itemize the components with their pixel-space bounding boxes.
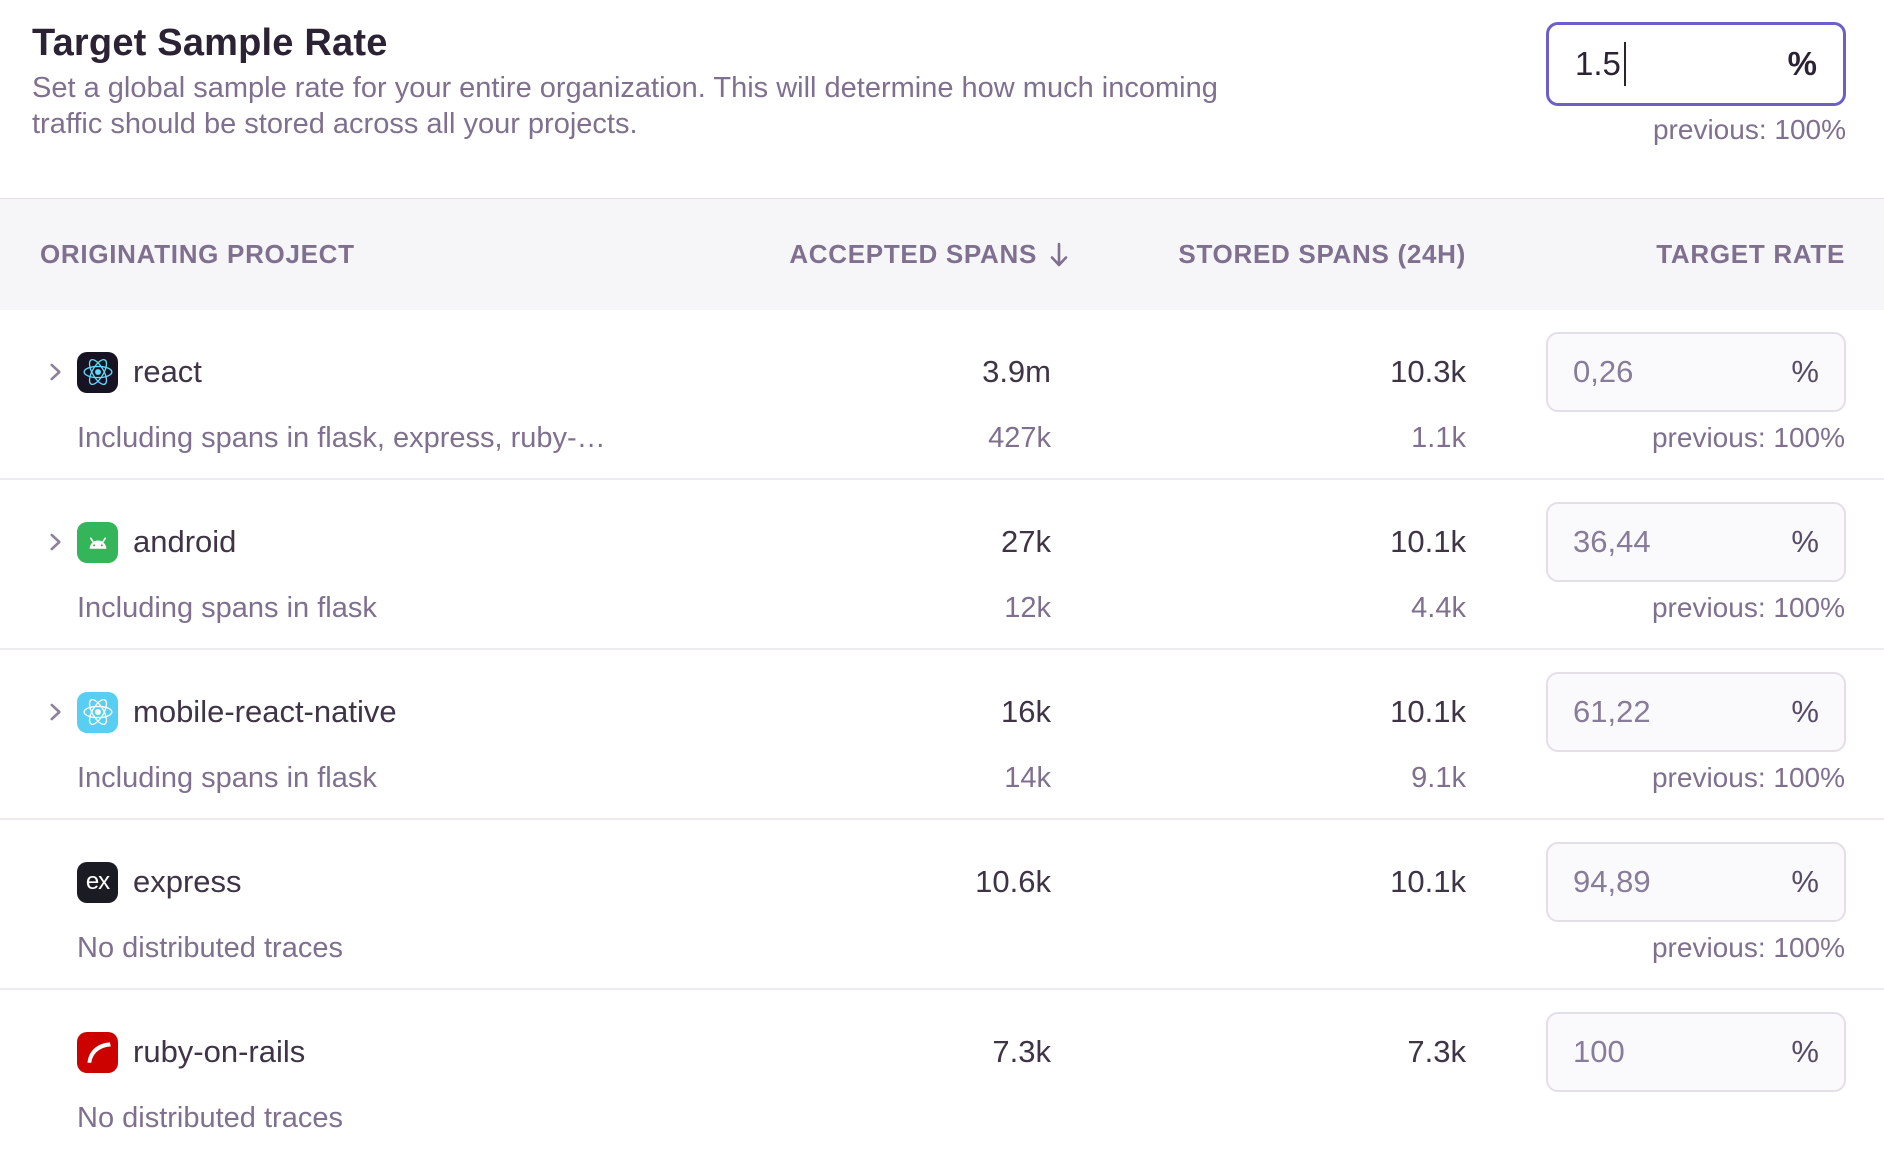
project-name: express [133, 864, 242, 899]
target-rate-input[interactable]: 0,26 % [1546, 332, 1846, 412]
table-header: ORIGINATING PROJECT ACCEPTED SPANS STORE… [0, 198, 1884, 310]
accepted-spans-value: 7.3k [992, 1034, 1051, 1069]
target-rate-cell: 36,44 % [1546, 500, 1884, 584]
project-cell: react [0, 330, 686, 414]
project-cell: ruby-on-rails [0, 1010, 686, 1094]
table-row-express: ex express 10.6k 10.1k 94,89 % No distri… [0, 820, 1884, 990]
table-row-mobile-react-native: mobile-react-native 16k 10.1k 61,22 % In… [0, 650, 1884, 820]
target-rate-input[interactable]: 100 % [1546, 1012, 1846, 1092]
percent-suffix: % [1791, 864, 1819, 899]
col-stored-spans: STORED SPANS (24H) [1178, 239, 1466, 269]
previous-rate-label: previous: 100% [1651, 592, 1845, 623]
project-cell: ex express [0, 840, 686, 924]
stored-spans-value: 10.1k [1390, 864, 1466, 899]
page-description: Set a global sample rate for your entire… [32, 72, 1218, 140]
project-cell: android [0, 500, 686, 584]
sub-accepted-value: 14k [1004, 761, 1051, 794]
target-rate-cell: 94,89 % [1546, 840, 1884, 924]
stored-spans-value: 7.3k [1407, 1034, 1466, 1069]
sub-row-label: No distributed traces [77, 931, 343, 964]
sub-row-label: Including spans in flask [77, 761, 377, 794]
stored-spans-value: 10.3k [1390, 354, 1466, 389]
global-previous-rate-label: previous: 100% [1652, 114, 1846, 145]
previous-rate-label: previous: 100% [1651, 422, 1845, 453]
sub-accepted-value [686, 1094, 1086, 1142]
target-rate-input[interactable]: 94,89 % [1546, 842, 1846, 922]
sub-row-label: Including spans in flask [77, 591, 377, 624]
target-rate-cell: 100 % [1546, 1010, 1884, 1094]
sub-stored-value: 1.1k [1411, 421, 1466, 454]
sub-stored-value: 4.4k [1411, 591, 1466, 624]
project-name: android [133, 524, 237, 559]
accepted-spans-value: 16k [1001, 694, 1051, 729]
global-sample-rate-input[interactable]: 1.5 % [1546, 22, 1846, 106]
table-row-react: react 3.9m 10.3k 0,26 % Including spans … [0, 310, 1884, 480]
target-rate-value: 94,89 [1573, 864, 1651, 899]
text-cursor [1623, 42, 1626, 86]
percent-suffix: % [1791, 524, 1819, 559]
col-accepted-spans-label: ACCEPTED SPANS [789, 239, 1037, 269]
target-rate-value: 61,22 [1573, 694, 1651, 729]
table-row-android: android 27k 10.1k 36,44 % Including span… [0, 480, 1884, 650]
ruby-on-rails-icon [77, 1031, 118, 1073]
target-rate-input[interactable]: 36,44 % [1546, 502, 1846, 582]
sub-accepted-value: 12k [1004, 591, 1051, 624]
global-sample-rate-value: 1.5 [1575, 45, 1621, 82]
target-rate-input[interactable]: 61,22 % [1546, 672, 1846, 752]
sort-desc-arrow-icon [1045, 240, 1073, 270]
expand-chevron-icon[interactable] [42, 359, 68, 385]
percent-suffix: % [1787, 45, 1817, 82]
stored-spans-value: 10.1k [1390, 524, 1466, 559]
col-target-rate: TARGET RATE [1656, 239, 1845, 269]
sub-stored-value: 9.1k [1411, 761, 1466, 794]
accepted-spans-value: 3.9m [982, 354, 1051, 389]
previous-rate-label: previous: 100% [1651, 762, 1845, 793]
previous-rate-label: previous: 100% [1651, 932, 1845, 963]
react-native-icon [77, 691, 118, 733]
target-rate-value: 36,44 [1573, 524, 1651, 559]
expand-chevron-icon[interactable] [42, 529, 68, 555]
target-rate-cell: 0,26 % [1546, 330, 1884, 414]
project-cell: mobile-react-native [0, 670, 686, 754]
project-name: ruby-on-rails [133, 1034, 306, 1069]
sub-stored-value [1086, 1094, 1546, 1142]
sub-stored-value [1086, 924, 1546, 972]
stored-spans-value: 10.1k [1390, 694, 1466, 729]
accepted-spans-value: 27k [1001, 524, 1051, 559]
react-icon [77, 351, 118, 393]
previous-rate-label [1546, 1094, 1884, 1142]
table-row-ruby-on-rails: ruby-on-rails 7.3k 7.3k 100 % No distrib… [0, 990, 1884, 1160]
sub-accepted-value: 427k [988, 421, 1051, 454]
target-sample-rate-section: Target Sample Rate Set a global sample r… [0, 0, 1884, 198]
col-originating-project: ORIGINATING PROJECT [40, 239, 355, 269]
sample-rate-table-body: react 3.9m 10.3k 0,26 % Including spans … [0, 310, 1884, 1160]
target-rate-value: 0,26 [1573, 354, 1634, 389]
project-name: mobile-react-native [133, 694, 397, 729]
percent-suffix: % [1791, 354, 1819, 389]
expand-chevron-icon[interactable] [42, 699, 68, 725]
percent-suffix: % [1791, 1034, 1819, 1069]
sub-row-label: No distributed traces [77, 1101, 343, 1134]
target-rate-cell: 61,22 % [1546, 670, 1884, 754]
target-rate-value: 100 [1573, 1034, 1625, 1069]
sub-row-label: Including spans in flask, express, ruby-… [77, 421, 606, 454]
page-title: Target Sample Rate [32, 22, 388, 64]
project-name: react [133, 354, 202, 389]
android-icon [77, 521, 118, 563]
sub-accepted-value [686, 924, 1086, 972]
express-icon: ex [77, 861, 118, 903]
accepted-spans-value: 10.6k [975, 864, 1051, 899]
col-accepted-spans[interactable]: ACCEPTED SPANS [686, 239, 1086, 270]
percent-suffix: % [1791, 694, 1819, 729]
